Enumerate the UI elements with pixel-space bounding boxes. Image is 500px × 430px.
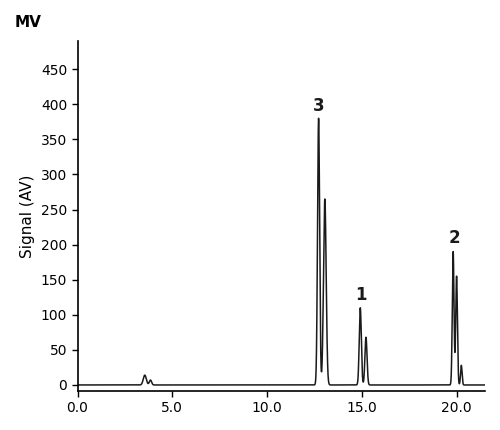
- Text: 1: 1: [356, 286, 367, 304]
- Text: MV: MV: [15, 15, 42, 30]
- Y-axis label: Signal (AV): Signal (AV): [20, 174, 35, 258]
- Text: 2: 2: [448, 230, 460, 247]
- Text: 3: 3: [314, 97, 325, 115]
